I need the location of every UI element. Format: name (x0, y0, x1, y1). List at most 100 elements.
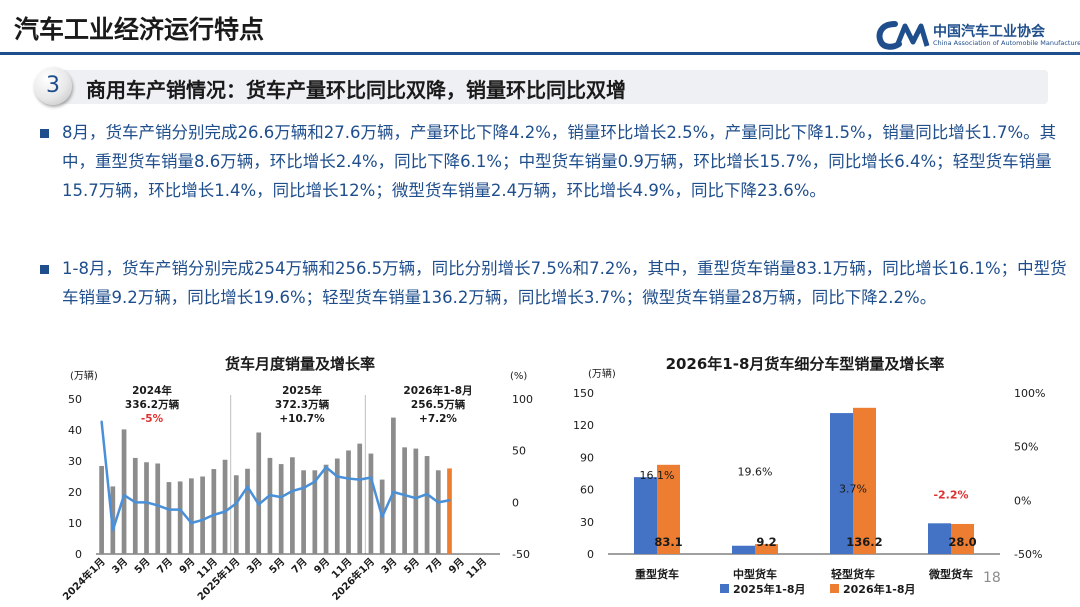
growth-point (347, 477, 350, 480)
growth-point (156, 504, 159, 507)
sales-bar (177, 481, 183, 554)
sales-bar (121, 429, 127, 554)
sales-bar (413, 448, 419, 554)
x-tick-label: 3月 (244, 556, 264, 576)
y-tick-right: 50% (1014, 441, 1038, 454)
segment-bar (755, 544, 778, 554)
segment-bar (951, 523, 974, 554)
y-axis-label-left: (万辆) (70, 369, 98, 382)
x-tick-label: 7月 (155, 556, 175, 576)
segment-bar (732, 545, 755, 554)
growth-point (358, 478, 361, 481)
segment-bar (830, 413, 853, 554)
growth-point (178, 508, 182, 511)
y-tick-left: 60 (580, 484, 594, 497)
annotation-line3: -5% (141, 413, 164, 425)
sales-bar (290, 457, 295, 554)
y-axis-label-right: (%) (510, 371, 527, 382)
growth-point (100, 420, 103, 423)
y-tick-left: 10 (68, 517, 82, 530)
segment-sales-chart: 2026年1-8月货车细分车型销量及增长率 (万辆) 0 30 60 90 120 150 -5… (573, 355, 1045, 596)
page-number: 18 (983, 570, 1001, 586)
growth-label: 3.7% (839, 482, 867, 495)
growth-point (448, 499, 451, 502)
y-tick-right: -50 (512, 548, 530, 561)
sales-bar (155, 463, 161, 554)
segment-bar (657, 464, 680, 554)
annotation-line2: 256.5万辆 (411, 398, 466, 411)
sales-bar (200, 476, 205, 554)
sales-bar (166, 482, 172, 554)
sales-bar (278, 464, 284, 554)
y-tick-left: 40 (68, 424, 82, 437)
growth-point (111, 529, 115, 532)
bullet-square-icon (40, 265, 49, 274)
sales-bar (233, 475, 239, 554)
growth-point (223, 510, 227, 513)
segment-bar (853, 407, 876, 554)
growth-point (336, 475, 339, 478)
bullet-ytd: 1-8月，货车产销分别完成254万辆和256.5万辆，同比分别增长7.5%和7.… (40, 254, 1070, 312)
value-label: 9.2 (756, 535, 776, 549)
x-tick-label: 5月 (267, 556, 287, 576)
legend-label: 2026年1-8月 (843, 582, 916, 596)
y-tick-right: 100% (1014, 387, 1045, 400)
x-tick-label: 3月 (110, 556, 130, 576)
legend-swatch (720, 584, 729, 593)
x-tick-label: 5月 (401, 556, 421, 576)
sales-bar (267, 457, 273, 554)
sales-bar (424, 456, 430, 554)
sales-bar (357, 443, 363, 554)
growth-point (235, 502, 238, 505)
y-axis-label-left: (万辆) (588, 367, 616, 380)
growth-point (279, 495, 283, 499)
category-label: 微型货车 (928, 567, 973, 581)
bullet-text: 8月，货车产销分别完成26.6万辆和27.6万辆，产量环比下降4.2%，销量环比… (62, 123, 1057, 200)
sales-bar (132, 457, 138, 554)
growth-point (437, 501, 440, 504)
growth-line (100, 421, 450, 532)
growth-point (212, 513, 216, 516)
y-tick-left: 50 (68, 393, 82, 406)
growth-point (302, 486, 305, 490)
growth-point (145, 501, 148, 504)
growth-point (291, 489, 294, 493)
x-tick-label: 11月 (464, 556, 489, 581)
chart-title: 货车月度销量及增长率 (225, 355, 375, 373)
section-number: 3 (34, 67, 72, 105)
growth-point (392, 490, 395, 494)
chart-title: 2026年1-8月货车细分车型销量及增长率 (666, 355, 945, 373)
annotation-line2: 336.2万辆 (125, 398, 180, 411)
growth-point (425, 492, 429, 496)
sales-bar (99, 465, 104, 554)
segment-bar (928, 523, 951, 554)
x-tick-label: 7月 (424, 556, 444, 576)
x-tick-label: 3月 (379, 556, 399, 576)
bullet-square-icon (40, 129, 49, 138)
growth-point (246, 485, 249, 489)
y-tick-right: 50 (512, 445, 526, 458)
sales-bar (391, 417, 396, 554)
growth-point (403, 493, 406, 497)
growth-point (324, 466, 328, 469)
growth-point (369, 476, 373, 479)
sales-bar (301, 470, 306, 554)
sales-bar (312, 470, 318, 554)
sales-bar (447, 468, 452, 554)
sales-bar (256, 432, 262, 554)
y-tick-left: 90 (580, 451, 594, 464)
category-label: 轻型货车 (831, 567, 875, 581)
value-label: 83.1 (654, 535, 682, 549)
y-tick-left: 30 (68, 455, 82, 468)
sales-bar (346, 450, 351, 554)
annotation-line1: 2026年1-8月 (403, 384, 472, 397)
growth-point (414, 497, 418, 500)
growth-label: 16.1% (640, 469, 675, 482)
growth-point (313, 480, 317, 483)
y-tick-right: 0 (512, 496, 519, 509)
annotation-line1: 2025年 (282, 384, 322, 397)
sales-bar (211, 469, 217, 554)
section-title: 商用车产销情况：货车产量环比同比双降，销量环比同比双增 (86, 78, 626, 102)
bullet-monthly: 8月，货车产销分别完成26.6万辆和27.6万辆，产量环比下降4.2%，销量环比… (40, 118, 1070, 205)
value-label: 28.0 (948, 535, 976, 549)
